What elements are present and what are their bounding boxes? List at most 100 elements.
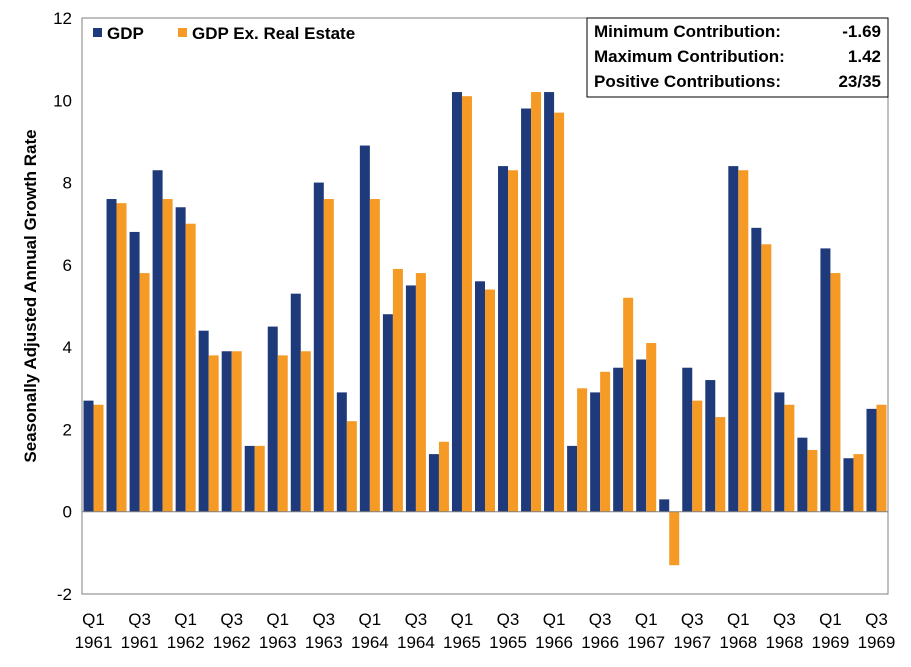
- y-axis-label: Seasonally Adjusted Annual Growth Rate: [21, 129, 40, 462]
- y-tick-label: 4: [63, 338, 72, 357]
- stat-value-maximum: 1.42: [848, 47, 881, 66]
- stat-label-positive: Positive Contributions:: [594, 72, 781, 91]
- bar-gdp-ex-real-estate: [254, 445, 265, 512]
- bar-gdp: [820, 248, 831, 512]
- bar-gdp: [498, 166, 509, 512]
- bar-gdp-ex-real-estate: [162, 199, 173, 512]
- x-tick-quarter-label: Q3: [220, 610, 243, 629]
- y-tick-label: 6: [63, 256, 72, 275]
- bar-gdp: [83, 400, 94, 512]
- x-tick-quarter-label: Q1: [727, 610, 750, 629]
- x-tick-year-label: 1966: [535, 633, 573, 652]
- bar-gdp: [705, 380, 716, 512]
- bar-gdp-ex-real-estate: [346, 421, 357, 512]
- bar-gdp: [198, 330, 209, 512]
- x-tick-quarter-label: Q1: [451, 610, 474, 629]
- legend-swatch-gdp-ex-real-estate: [178, 28, 187, 37]
- bar-gdp-ex-real-estate: [231, 351, 242, 512]
- bar-gdp-ex-real-estate: [392, 268, 403, 512]
- y-tick-label: 0: [63, 503, 72, 522]
- bar-gdp-ex-real-estate: [300, 351, 311, 512]
- bar-gdp: [567, 445, 578, 512]
- legend-swatch-gdp: [93, 28, 102, 37]
- bar-gdp: [336, 392, 347, 512]
- bar-gdp-ex-real-estate: [715, 417, 726, 512]
- x-tick-quarter-label: Q3: [681, 610, 704, 629]
- bar-gdp-ex-real-estate: [415, 273, 426, 512]
- bar-gdp: [175, 207, 186, 512]
- bar-gdp: [751, 227, 762, 512]
- bar-gdp-ex-real-estate: [738, 170, 749, 512]
- x-tick-quarter-label: Q1: [819, 610, 842, 629]
- bar-gdp: [613, 367, 624, 512]
- bar-gdp-ex-real-estate: [531, 92, 542, 512]
- bar-gdp-ex-real-estate: [93, 404, 104, 512]
- bar-gdp: [106, 199, 117, 512]
- bar-gdp-ex-real-estate: [646, 343, 657, 512]
- bar-gdp: [129, 231, 140, 512]
- legend: GDP GDP Ex. Real Estate: [93, 24, 355, 43]
- x-tick-year-label: 1968: [719, 633, 757, 652]
- bar-gdp-ex-real-estate: [669, 511, 680, 566]
- bar-gdp-ex-real-estate: [784, 404, 795, 512]
- x-tick-year-label: 1963: [259, 633, 297, 652]
- bar-gdp: [244, 445, 255, 512]
- x-tick-quarter-label: Q3: [773, 610, 796, 629]
- x-tick-year-label: 1969: [858, 633, 896, 652]
- y-tick-label: 10: [53, 91, 72, 110]
- bar-gdp: [728, 166, 739, 512]
- bar-gdp: [290, 293, 301, 512]
- bar-gdp: [636, 359, 647, 512]
- x-tick-year-label: 1964: [397, 633, 435, 652]
- x-tick-quarter-label: Q1: [543, 610, 566, 629]
- x-tick-quarter-label: Q1: [266, 610, 289, 629]
- x-tick-year-label: 1961: [121, 633, 159, 652]
- y-axis-ticks: -2 0 2 4 6 8 10 12: [53, 9, 72, 604]
- bar-gdp: [451, 92, 462, 512]
- x-tick-quarter-label: Q1: [82, 610, 105, 629]
- bar-gdp-ex-real-estate: [508, 170, 519, 512]
- bar-gdp: [475, 281, 485, 512]
- plot-area-frame: [81, 17, 889, 595]
- bar-gdp-ex-real-estate: [623, 297, 634, 512]
- x-tick-year-label: 1965: [489, 633, 527, 652]
- bar-gdp-ex-real-estate: [853, 454, 864, 512]
- x-tick-year-label: 1968: [765, 633, 803, 652]
- x-tick-quarter-label: Q3: [589, 610, 612, 629]
- y-tick-label: -2: [57, 585, 72, 604]
- x-tick-quarter-label: Q3: [312, 610, 335, 629]
- bar-gdp: [774, 392, 785, 512]
- bar-gdp-ex-real-estate: [876, 404, 887, 512]
- bar-gdp: [843, 458, 854, 512]
- bar-gdp-ex-real-estate: [277, 355, 288, 512]
- bar-gdp-ex-real-estate: [208, 355, 219, 512]
- bars-group: [83, 92, 887, 566]
- bar-gdp-ex-real-estate: [116, 203, 127, 512]
- bar-gdp: [382, 314, 393, 512]
- x-tick-year-label: 1967: [673, 633, 711, 652]
- y-axis-label-group: Seasonally Adjusted Annual Growth Rate: [21, 129, 40, 462]
- bar-gdp-ex-real-estate: [554, 112, 565, 512]
- legend-label-gdp-ex-real-estate: GDP Ex. Real Estate: [192, 24, 355, 43]
- y-tick-label: 8: [63, 174, 72, 193]
- x-tick-year-label: 1964: [351, 633, 389, 652]
- stat-value-positive: 23/35: [838, 72, 881, 91]
- y-tick-label: 12: [53, 9, 72, 28]
- y-tick-label: 2: [63, 420, 72, 439]
- stat-value-minimum: -1.69: [842, 22, 881, 41]
- bar-gdp: [521, 108, 532, 512]
- x-tick-quarter-label: Q3: [865, 610, 888, 629]
- bar-gdp-ex-real-estate: [600, 371, 611, 512]
- bar-gdp: [221, 351, 232, 512]
- bar-gdp-ex-real-estate: [577, 388, 588, 512]
- bar-gdp-ex-real-estate: [830, 273, 841, 512]
- bar-gdp-ex-real-estate: [139, 273, 150, 512]
- bar-gdp: [267, 326, 278, 512]
- x-tick-year-label: 1965: [443, 633, 481, 652]
- x-tick-year-label: 1967: [627, 633, 665, 652]
- bar-gdp-ex-real-estate: [761, 244, 772, 512]
- bar-gdp: [405, 285, 416, 512]
- bar-gdp: [659, 499, 670, 512]
